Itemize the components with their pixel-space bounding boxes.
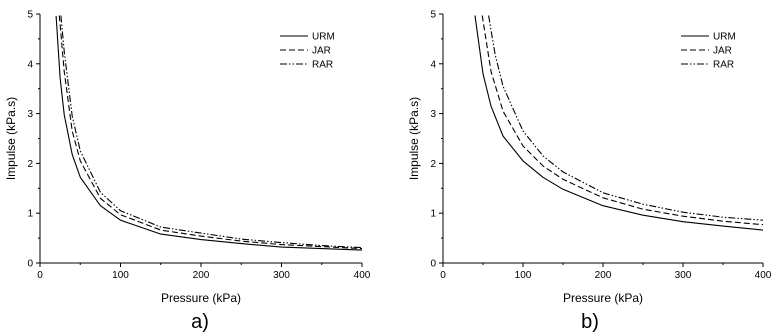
x-axis-title: Pressure (kPa)	[563, 291, 643, 305]
y-tick-label: 3	[430, 109, 436, 120]
panel-label: b)	[581, 311, 599, 333]
series-line-urm	[55, 15, 362, 251]
legend-label-jar: JAR	[713, 46, 732, 57]
x-tick-label: 300	[675, 270, 692, 281]
x-tick-label: 100	[112, 270, 129, 281]
series-line-jar	[58, 15, 362, 250]
x-tick-label: 200	[595, 270, 612, 281]
y-tick-label: 4	[27, 59, 33, 70]
series-group	[474, 15, 763, 231]
y-axis-title: Impulse (kPa.s)	[4, 97, 18, 180]
x-tick-label: 300	[273, 270, 290, 281]
x-tick-label: 200	[193, 270, 210, 281]
y-tick-label: 5	[430, 10, 436, 21]
y-axis-title: Impulse (kPa.s)	[407, 97, 421, 180]
panel-label: a)	[191, 311, 209, 333]
y-tick-label: 0	[27, 259, 33, 270]
x-tick-label: 400	[354, 270, 371, 281]
x-axis-title: Pressure (kPa)	[161, 291, 241, 305]
y-tick-label: 5	[27, 10, 33, 21]
y-tick-label: 1	[430, 209, 436, 220]
y-tick-label: 0	[430, 259, 436, 270]
y-tick-label: 3	[27, 109, 33, 120]
chart-panel-a: 0 100 200 300 400 0 1 2 3 4 5 Pressure (kPa) Impulse…	[4, 10, 371, 334]
series-line-rar	[488, 15, 763, 221]
legend-label-rar: RAR	[312, 60, 333, 71]
legend-label-rar: RAR	[713, 60, 734, 71]
legend-label-urm: URM	[713, 32, 736, 43]
x-tick-label: 0	[37, 270, 43, 281]
y-tick-label: 2	[430, 159, 436, 170]
series-line-rar	[60, 15, 362, 249]
legend-label-jar: JAR	[312, 46, 331, 57]
legend-label-urm: URM	[312, 32, 335, 43]
y-tick-label: 1	[27, 209, 33, 220]
y-tick-label: 4	[430, 59, 436, 70]
series-group	[55, 15, 362, 251]
chart-panel-b: 0 100 200 300 400 0 1 2 3 4 5 Pressure (kPa) Impulse…	[407, 10, 772, 334]
series-line-jar	[481, 15, 763, 226]
y-tick-label: 2	[27, 159, 33, 170]
x-tick-label: 0	[440, 270, 446, 281]
series-line-urm	[474, 15, 763, 231]
x-tick-label: 100	[515, 270, 532, 281]
x-tick-label: 400	[755, 270, 772, 281]
